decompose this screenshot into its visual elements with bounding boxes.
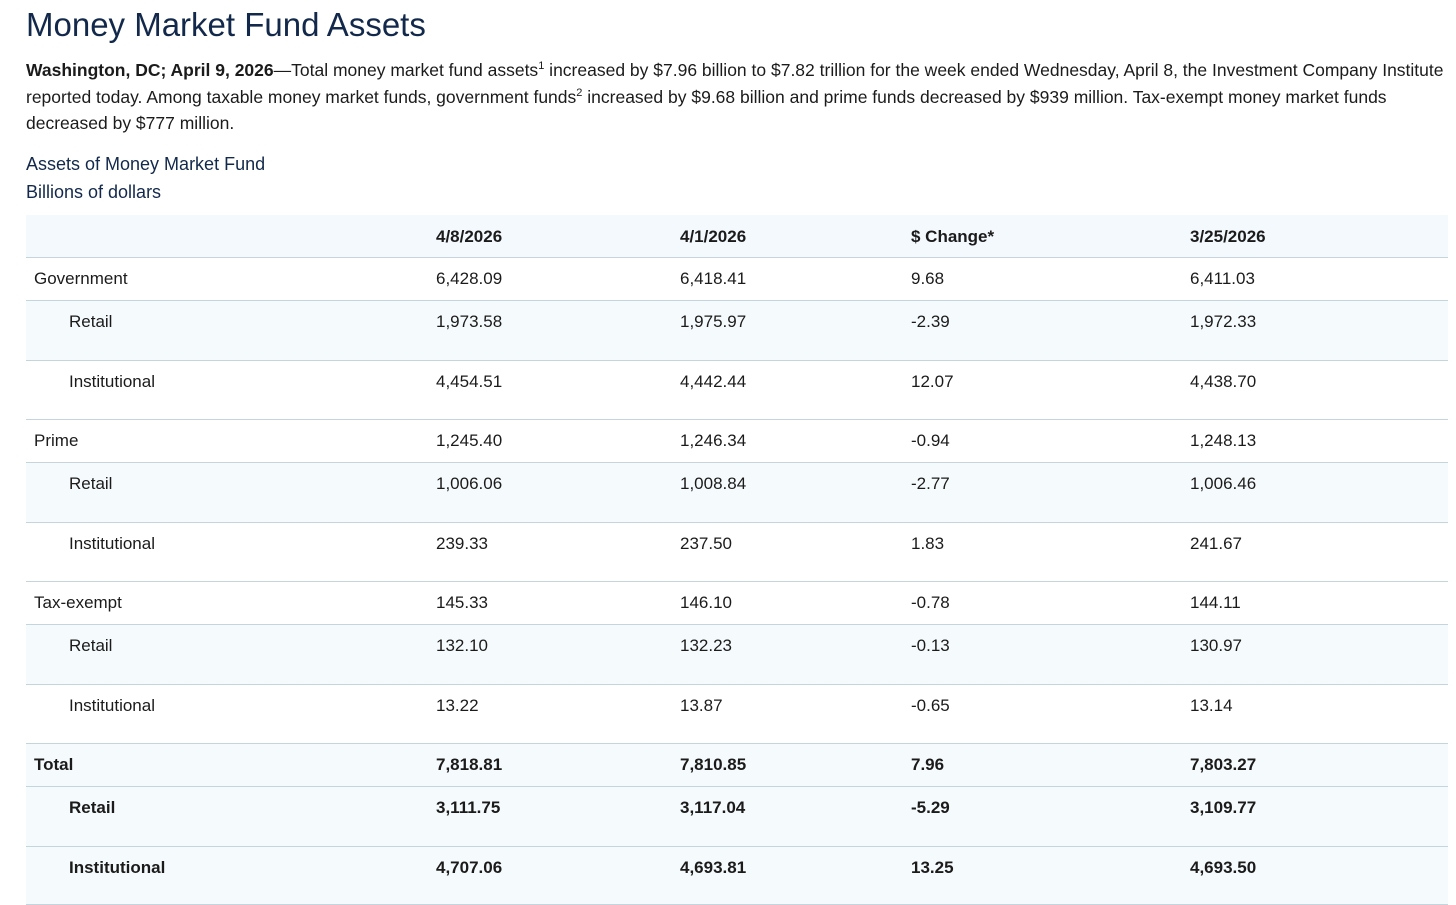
footnote-mark: 2: [576, 86, 583, 99]
cell: 3,111.75: [436, 786, 680, 847]
table: 4/8/2026 4/1/2026 $ Change* 3/25/2026 Govern…: [26, 215, 1448, 905]
row-label: Retail: [26, 786, 436, 847]
cell: 4,442.44: [680, 360, 911, 420]
cell: 13.14: [1190, 684, 1448, 744]
intro-text: increased by $7.96 billion to $7.82 tril…: [26, 60, 1444, 107]
header-cell: 3/25/2026: [1190, 215, 1448, 258]
cell: 13.25: [911, 846, 1190, 905]
cell: 9.68: [911, 257, 1190, 301]
header-cell: [26, 215, 436, 258]
cell: 4,693.81: [680, 846, 911, 905]
row: Institutional 4,707.06 4,693.81 13.25 4,693.…: [26, 846, 1448, 905]
row-label: Government: [26, 257, 436, 301]
row-label: Retail: [26, 624, 436, 685]
row: Retail 3,111.75 3,117.04 -5.29 3,109.77: [26, 786, 1448, 847]
cell: 1,248.13: [1190, 419, 1448, 463]
cell: 1,975.97: [680, 300, 911, 361]
cell: 6,418.41: [680, 257, 911, 301]
dateline: Washington, DC; April 9, 2026: [26, 60, 274, 80]
cell: -0.94: [911, 419, 1190, 463]
title: Money Market Fund Assets: [26, 6, 426, 43]
cell: -2.39: [911, 300, 1190, 361]
cell: 13.87: [680, 684, 911, 744]
row: Tax-exempt 145.33 146.10 -0.78 144.11: [26, 581, 1448, 625]
cell: 13.22: [436, 684, 680, 744]
cell: -5.29: [911, 786, 1190, 847]
row: Total 7,818.81 7,810.85 7.96 7,803.27: [26, 743, 1448, 787]
row-label: Total: [26, 743, 436, 787]
cell: 4,438.70: [1190, 360, 1448, 420]
row-label: Institutional: [26, 522, 436, 582]
row: Retail 132.10 132.23 -0.13 130.97: [26, 624, 1448, 685]
row-label: Institutional: [26, 846, 436, 905]
table-caption: Assets of Money Market Fund: [26, 154, 266, 174]
cell: 6,428.09: [436, 257, 680, 301]
cell: 1,006.06: [436, 462, 680, 523]
cell: 1,245.40: [436, 419, 680, 463]
cell: -0.78: [911, 581, 1190, 625]
row-label: Prime: [26, 419, 436, 463]
row-label: Institutional: [26, 684, 436, 744]
row: Institutional 13.22 13.87 -0.65 13.14: [26, 684, 1448, 744]
cell: 6,411.03: [1190, 257, 1448, 301]
footnote-mark: 1: [538, 60, 545, 73]
cell: 7.96: [911, 743, 1190, 787]
row-label: Retail: [26, 462, 436, 523]
cell: 7,803.27: [1190, 743, 1448, 787]
cell: 1.83: [911, 522, 1190, 582]
cell: 239.33: [436, 522, 680, 582]
cell: 12.07: [911, 360, 1190, 420]
intro-text: increased by $9.68 billion and prime fun…: [26, 86, 1387, 134]
cell: -0.13: [911, 624, 1190, 685]
cell: 4,707.06: [436, 846, 680, 905]
cell: 146.10: [680, 581, 911, 625]
cell: 237.50: [680, 522, 911, 582]
row: Retail 1,006.06 1,008.84 -2.77 1,006.46: [26, 462, 1448, 523]
row: Government 6,428.09 6,418.41 9.68 6,411.03: [26, 257, 1448, 301]
cell: 4,693.50: [1190, 846, 1448, 905]
row-label: Institutional: [26, 360, 436, 420]
header-row: 4/8/2026 4/1/2026 $ Change* 3/25/2026: [26, 215, 1448, 258]
table-units: Billions of dollars: [26, 182, 162, 202]
intro-text: —Total money market fund assets: [273, 60, 539, 80]
header-cell: $ Change*: [911, 215, 1190, 258]
cell: 130.97: [1190, 624, 1448, 685]
cell: 1,973.58: [436, 300, 680, 361]
cell: 1,972.33: [1190, 300, 1448, 361]
row: Institutional 4,454.51 4,442.44 12.07 4,438.…: [26, 360, 1448, 420]
cell: 145.33: [436, 581, 680, 625]
cell: 241.67: [1190, 522, 1448, 582]
intro: Washington, DC; April 9, 2026—Total mone…: [26, 57, 1446, 137]
row: Prime 1,245.40 1,246.34 -0.94 1,248.13: [26, 419, 1448, 463]
row-label: Retail: [26, 300, 436, 361]
cell: 4,454.51: [436, 360, 680, 420]
cell: 1,008.84: [680, 462, 911, 523]
cell: 1,006.46: [1190, 462, 1448, 523]
row: Institutional 239.33 237.50 1.83 241.67: [26, 522, 1448, 582]
cell: 132.10: [436, 624, 680, 685]
cell: 3,117.04: [680, 786, 911, 847]
cell: 7,810.85: [680, 743, 911, 787]
cell: 144.11: [1190, 581, 1448, 625]
cell: -0.65: [911, 684, 1190, 744]
header-cell: 4/1/2026: [680, 215, 911, 258]
row: Retail 1,973.58 1,975.97 -2.39 1,972.33: [26, 300, 1448, 361]
header-cell: 4/8/2026: [436, 215, 680, 258]
cell: -2.77: [911, 462, 1190, 523]
cell: 3,109.77: [1190, 786, 1448, 847]
row-label: Tax-exempt: [26, 581, 436, 625]
cell: 132.23: [680, 624, 911, 685]
cell: 1,246.34: [680, 419, 911, 463]
cell: 7,818.81: [436, 743, 680, 787]
